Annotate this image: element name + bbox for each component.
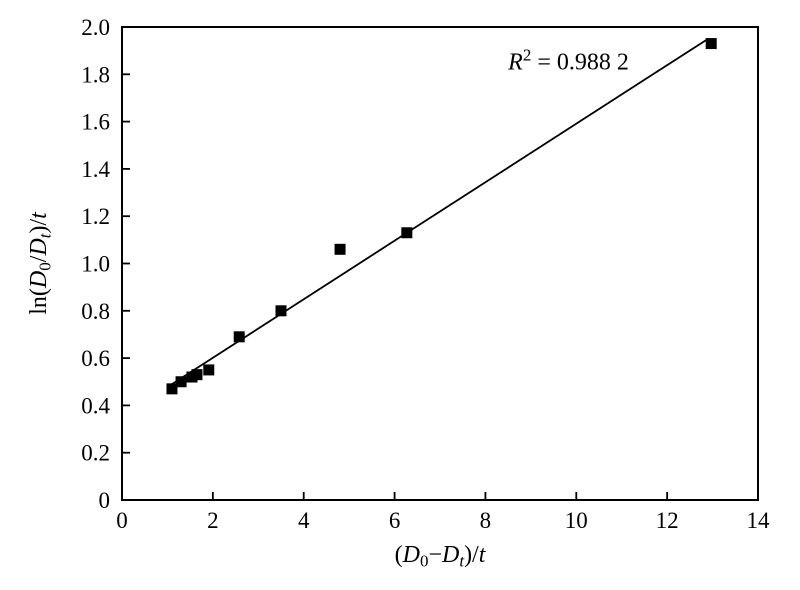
r-squared-annotation: R2 = 0.988 2 [507, 45, 629, 75]
data-point [705, 38, 717, 50]
r-squared-text: R2 = 0.988 2 [507, 45, 629, 75]
data-points-series [166, 38, 717, 395]
plot-border [121, 26, 759, 501]
plot-frame [121, 26, 759, 501]
x-tick-label: 10 [565, 508, 588, 533]
y-axis-title: ln(D0/Dt)/t [26, 211, 54, 315]
x-tick-label: 14 [747, 508, 771, 533]
x-tick-label: 8 [480, 508, 492, 533]
data-point [203, 364, 215, 376]
data-point [275, 305, 287, 317]
data-point [334, 243, 346, 255]
data-point [166, 383, 178, 395]
axis-tick-labels: 0 2 4 6 8 10 12 14 0 0.2 0.4 0.6 0.8 1.0 1.2 1.4 1.6 1.8 2… [81, 15, 770, 533]
y-tick-label: 0.6 [81, 346, 110, 371]
x-tick-label: 2 [207, 508, 219, 533]
data-point [191, 369, 203, 381]
data-point [233, 331, 245, 343]
y-tick-label: 1.8 [81, 62, 110, 87]
y-tick-label: 0.2 [81, 441, 110, 466]
y-tick-label: 1.0 [81, 252, 110, 277]
x-tick-label: 6 [389, 508, 401, 533]
y-tick-label: 1.2 [81, 204, 110, 229]
y-tick-label: 2.0 [81, 15, 110, 40]
y-tick-label: 0 [99, 488, 111, 513]
x-tick-label: 12 [656, 508, 679, 533]
fit-line [171, 38, 709, 385]
y-tick-label: 0.8 [81, 299, 110, 324]
x-axis-title: (D0−Dt)/t [395, 542, 487, 570]
axis-titles: (D0−Dt)/t ln(D0/Dt)/t [26, 211, 487, 570]
y-tick-label: 1.4 [81, 157, 110, 182]
axis-ticks [121, 26, 759, 501]
data-point [401, 227, 413, 239]
y-tick-label: 0.4 [81, 393, 110, 418]
x-tick-label: 4 [298, 508, 310, 533]
x-tick-label: 0 [116, 508, 128, 533]
data-point [175, 376, 187, 388]
fit-line-segment [171, 38, 709, 385]
y-tick-label: 1.6 [81, 110, 110, 135]
